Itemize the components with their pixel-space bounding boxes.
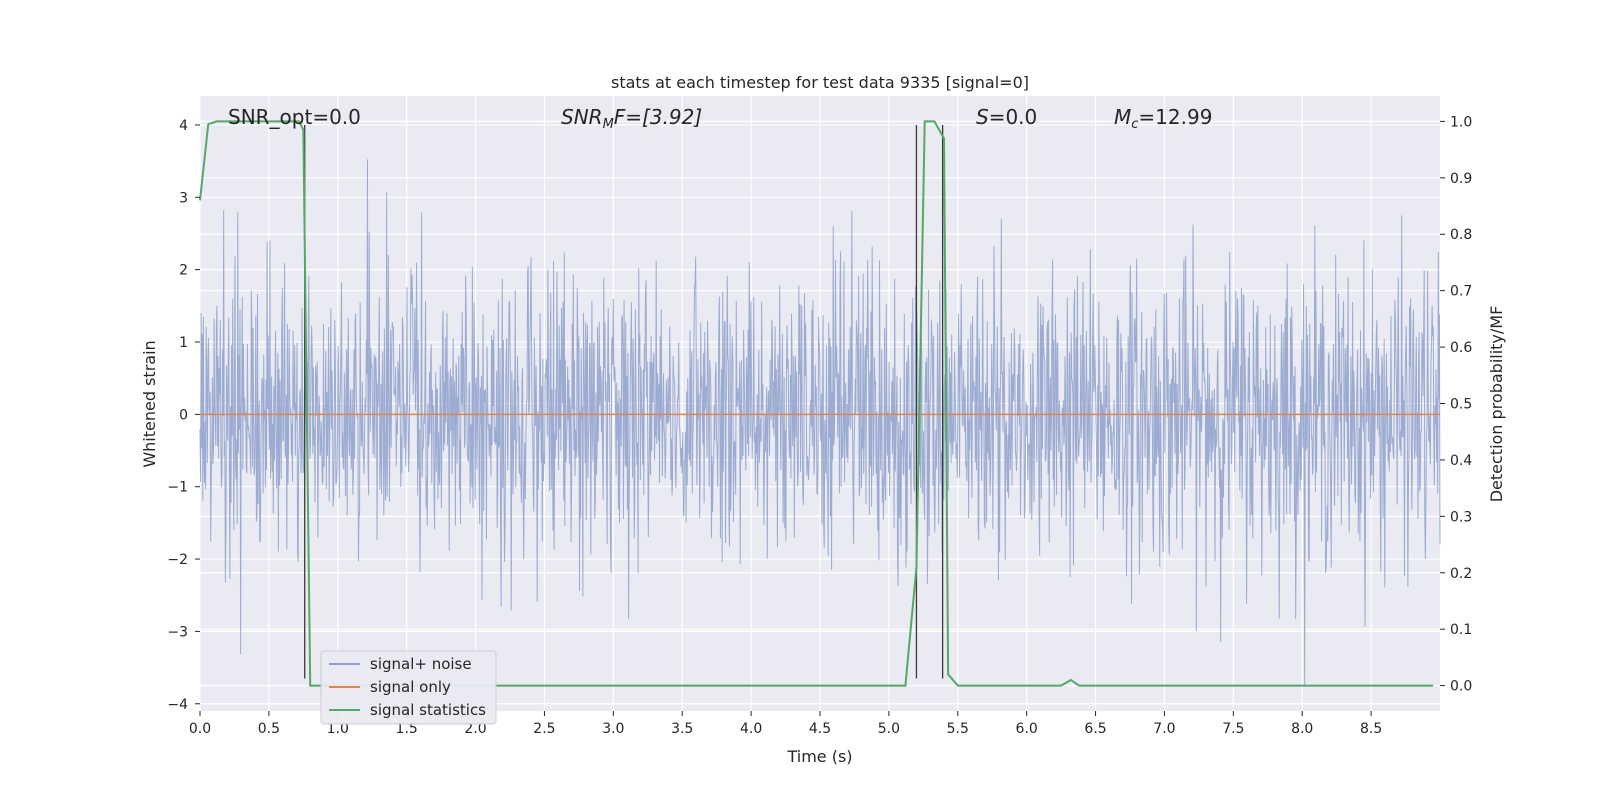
- chart-title: stats at each timestep for test data 933…: [611, 73, 1029, 92]
- y2-tick-label: 0.4: [1450, 453, 1472, 469]
- y2-tick-label: 0.7: [1450, 284, 1472, 300]
- series-signal-noise: [199, 159, 1441, 687]
- legend-label-signal-noise: signal+ noise: [370, 655, 472, 673]
- x-tick-label: 2.5: [533, 721, 555, 737]
- x-axis-title: Time (s): [786, 747, 852, 766]
- x-tick-label: 6.0: [1016, 721, 1038, 737]
- ticks: 0.0 0.5 1.0 1.5 2.0 2.5 3.0 3.5 4.0 4.5 5.0 5.5 6.0 6…: [167, 114, 1472, 737]
- annotation-s: S=0.0: [976, 105, 1037, 129]
- y2-tick-label: 0.5: [1450, 397, 1472, 413]
- x-tick-label: 8.0: [1291, 721, 1313, 737]
- y-tick-label: −2: [167, 552, 188, 568]
- x-tick-label: 6.5: [1084, 721, 1106, 737]
- y2-axis-title: Detection probability/MF: [1487, 306, 1506, 503]
- annotation-snr-opt: SNR_opt=0.0: [228, 105, 361, 129]
- x-tick-label: 2.0: [464, 721, 486, 737]
- y-tick-label: 3: [179, 190, 188, 206]
- y-axis-title: Whitened strain: [140, 340, 159, 467]
- y2-tick-label: 0.2: [1450, 566, 1472, 582]
- x-tick-label: 4.0: [740, 721, 762, 737]
- y-tick-label: 0: [179, 407, 188, 423]
- legend-box: [320, 650, 497, 725]
- y-tick-label: 4: [179, 118, 188, 134]
- x-tick-label: 0.0: [189, 721, 211, 737]
- x-tick-label: 5.5: [947, 721, 969, 737]
- x-tick-label: 5.0: [878, 721, 900, 737]
- y2-tick-label: 1.0: [1450, 114, 1472, 130]
- series-signal-statistics: [199, 120, 1434, 687]
- y2-tick-label: 0.6: [1450, 340, 1472, 356]
- annotation-mc: Mc=12.99: [1114, 105, 1212, 132]
- x-tick-label: 3.0: [602, 721, 624, 737]
- x-tick-label: 3.5: [671, 721, 693, 737]
- x-tick-label: 7.0: [1153, 721, 1175, 737]
- y2-tick-label: 0.0: [1450, 679, 1472, 695]
- signal-statistics-line: [199, 120, 1434, 687]
- y-tick-label: 1: [179, 335, 188, 351]
- y-tick-label: −1: [167, 480, 188, 496]
- x-tick-label: 8.5: [1360, 721, 1382, 737]
- legend-label-signal-only: signal only: [370, 678, 451, 696]
- x-tick-label: 1.5: [396, 721, 418, 737]
- x-tick-label: 0.5: [258, 721, 280, 737]
- legend: signal+ noise signal only signal statist…: [320, 650, 497, 725]
- legend-label-signal-statistics: signal statistics: [370, 701, 486, 719]
- y-tick-label: −4: [167, 697, 188, 713]
- y-tick-label: −3: [167, 624, 188, 640]
- annotations: SNR_opt=0.0 SNRMF=[3.92] S=0.0 Mc=12.99: [228, 105, 1212, 132]
- y2-tick-label: 0.1: [1450, 622, 1472, 638]
- y2-tick-label: 0.3: [1450, 509, 1472, 525]
- y2-tick-label: 0.8: [1450, 227, 1472, 243]
- y2-tick-label: 0.9: [1450, 171, 1472, 187]
- x-tick-label: 4.5: [809, 721, 831, 737]
- signal-noise-line: [199, 159, 1441, 687]
- y-tick-label: 2: [179, 263, 188, 279]
- annotation-snr-mf: SNRMF=[3.92]: [561, 105, 702, 132]
- x-tick-label: 7.5: [1222, 721, 1244, 737]
- x-tick-label: 1.0: [327, 721, 349, 737]
